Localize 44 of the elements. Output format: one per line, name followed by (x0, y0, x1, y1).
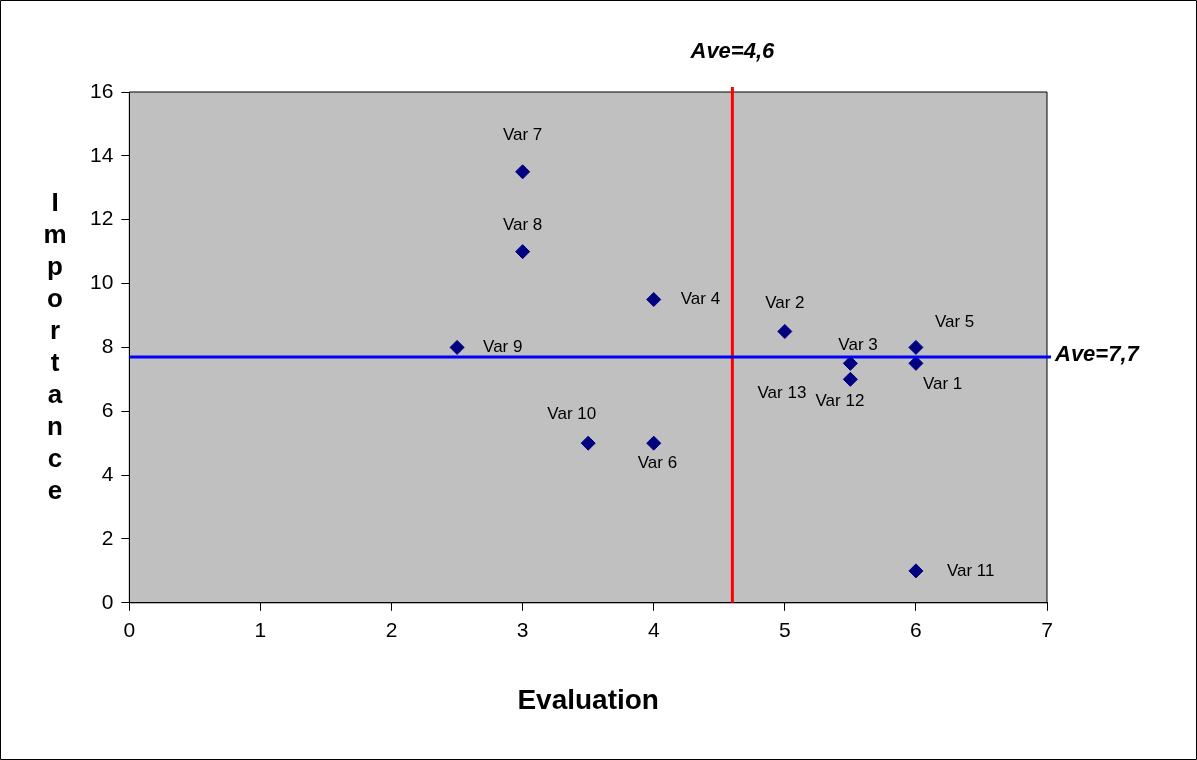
x-tick-label: 5 (778, 618, 791, 642)
x-tick-label: 1 (254, 618, 267, 642)
x-tick-label: 4 (647, 618, 660, 642)
point (842, 371, 858, 387)
point (580, 435, 596, 451)
x-tick-label: 7 (1041, 618, 1053, 642)
annotation: Var 3 (838, 335, 878, 355)
annotation: Var 12 (815, 391, 865, 411)
x-axis-title: Evaluation (517, 683, 659, 715)
ref-line-label: Ave=4,6 (689, 38, 776, 64)
y-tick-label: 4 (101, 461, 114, 485)
annotation: Var 8 (502, 215, 543, 235)
y-tick-label: 8 (101, 334, 114, 358)
y-tick-label: 14 (90, 142, 114, 166)
y-tick-label: 0 (101, 589, 114, 613)
y-tick-label: 10 (90, 270, 114, 294)
annotation: Var 9 (483, 337, 523, 357)
point (908, 563, 924, 579)
annotation: Var 7 (502, 124, 543, 144)
x-tick-label: 6 (910, 618, 922, 642)
ref-line-label: Ave=7,7 (1054, 341, 1141, 367)
point (777, 323, 793, 339)
x-tick-label: 3 (516, 618, 529, 642)
annotation: Var 10 (547, 403, 597, 423)
x-tick-label: 0 (123, 618, 136, 642)
point (646, 292, 662, 308)
y-tick-label: 2 (101, 525, 114, 549)
annotation: Var 5 (934, 312, 975, 332)
point (515, 164, 531, 180)
y-tick-label: 12 (90, 206, 114, 230)
point (449, 339, 465, 355)
annotation: Var 2 (765, 293, 805, 313)
annotation: Var 6 (637, 452, 678, 472)
annotation: Var 1 (922, 374, 963, 394)
point (646, 435, 662, 451)
x-tick-label: 2 (385, 618, 398, 642)
annotation: Var 11 (946, 560, 995, 580)
annotation: Var 13 (757, 383, 807, 403)
point (515, 244, 531, 260)
annotation: Var 4 (680, 289, 721, 309)
y-tick-label: 6 (101, 398, 114, 422)
point (908, 339, 924, 355)
text: Importance (43, 186, 67, 505)
y-tick-label: 16 (90, 78, 114, 102)
